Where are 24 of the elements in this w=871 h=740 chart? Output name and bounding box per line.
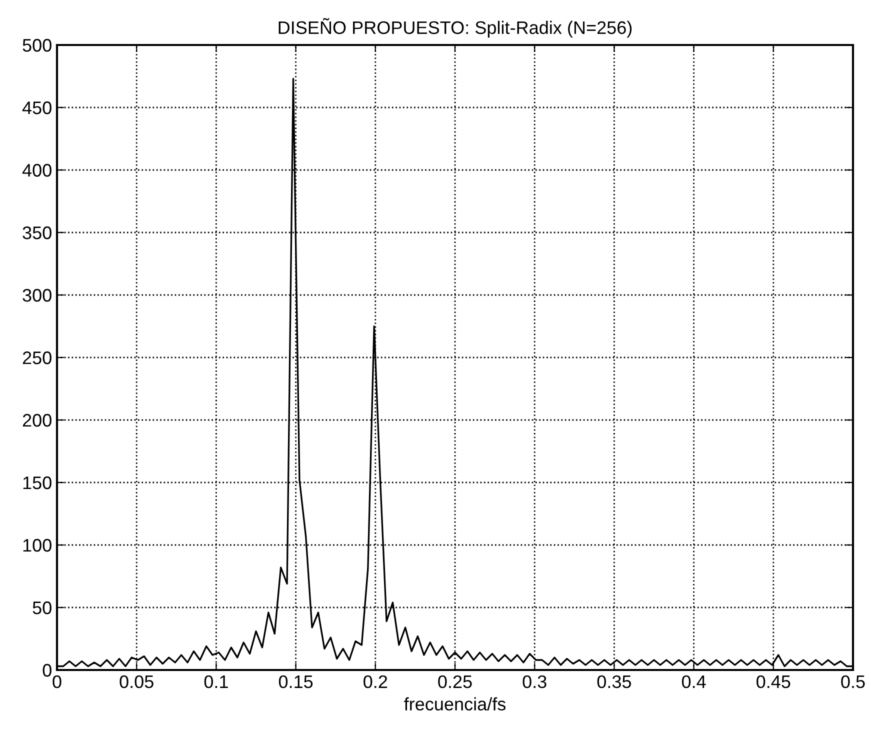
- y-tick-label: 350: [22, 226, 52, 240]
- x-tick-label: 0.45: [756, 675, 790, 688]
- y-tick-label: 50: [32, 601, 52, 614]
- x-tick-label: 0.2: [364, 675, 388, 688]
- y-tick-label: 450: [22, 101, 52, 114]
- x-tick-label: 0.25: [438, 675, 472, 688]
- y-tick-label: 100: [23, 538, 52, 552]
- x-tick-label: 0.3: [522, 675, 546, 688]
- x-tick-label: 0.05: [120, 675, 154, 688]
- chart-title: DISEÑO PROPUESTO: Split-Radix (N=256): [278, 18, 632, 38]
- y-tick-label: 250: [22, 351, 52, 364]
- x-tick-label: 0: [52, 675, 62, 688]
- y-tick-label: 200: [22, 414, 52, 427]
- y-tick-label: 300: [22, 288, 52, 302]
- x-tick-label: 0.5: [841, 675, 865, 688]
- x-axis-title: frecuencia/fs: [404, 697, 506, 711]
- y-tick-label: 150: [23, 476, 52, 490]
- y-tick-label: 500: [22, 38, 52, 52]
- y-tick-label: 400: [22, 164, 52, 177]
- x-tick-label: 0.15: [278, 675, 313, 688]
- y-tick-label: 0: [42, 664, 52, 677]
- x-tick-label: 0.4: [682, 675, 706, 688]
- x-tick-label: 0.1: [204, 675, 228, 688]
- x-tick-label: 0.35: [597, 675, 632, 688]
